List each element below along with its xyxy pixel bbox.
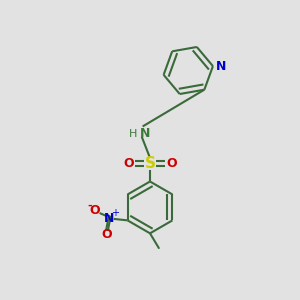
Text: O: O (90, 204, 101, 217)
Text: H: H (128, 129, 137, 139)
Text: O: O (166, 157, 176, 170)
Text: N: N (104, 212, 115, 225)
Text: N: N (140, 127, 150, 140)
Text: O: O (124, 157, 134, 170)
Text: N: N (216, 60, 226, 73)
Text: -: - (88, 200, 92, 210)
Text: O: O (101, 228, 112, 241)
Text: +: + (111, 208, 119, 218)
Text: S: S (145, 156, 155, 171)
